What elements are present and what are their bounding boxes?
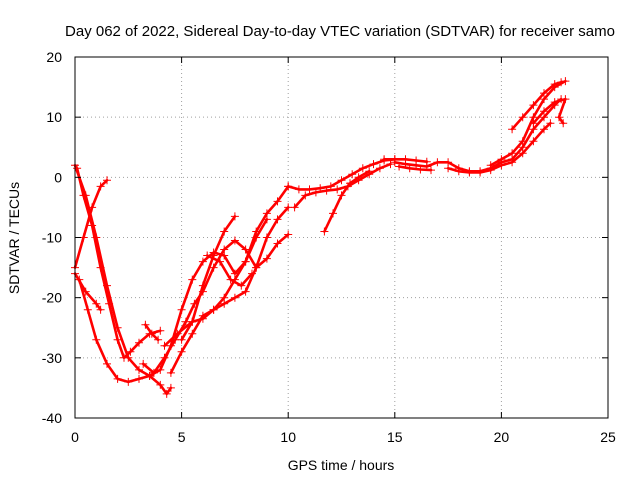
y-axis-label: SDTVAR / TECUs xyxy=(6,182,22,294)
point-markers xyxy=(75,275,175,398)
series-track-5 xyxy=(75,275,175,398)
x-tick-label: 5 xyxy=(178,429,186,445)
series-track-7 xyxy=(166,203,293,377)
point-markers xyxy=(395,162,435,175)
series-track-18 xyxy=(444,119,555,177)
x-tick-label: 15 xyxy=(387,429,403,445)
x-tick-label: 10 xyxy=(280,429,296,445)
series-line xyxy=(163,218,269,348)
ticks xyxy=(74,56,609,419)
series-layer xyxy=(71,77,570,398)
series-track-21 xyxy=(529,95,570,128)
series-track-3 xyxy=(73,164,165,362)
y-tick-label: -20 xyxy=(42,290,62,306)
series-line xyxy=(532,97,567,125)
point-markers xyxy=(203,251,256,290)
x-tick-label: 20 xyxy=(494,429,510,445)
series-track-20 xyxy=(508,78,566,134)
series-track-17 xyxy=(395,162,435,175)
x-axis-label: GPS time / hours xyxy=(288,457,395,473)
point-markers xyxy=(380,155,431,166)
series-line xyxy=(323,170,371,233)
y-tick-label: 20 xyxy=(46,49,62,65)
series-track-16 xyxy=(380,155,431,166)
point-markers xyxy=(444,119,555,177)
y-tick-label: -10 xyxy=(42,230,62,246)
series-track-9 xyxy=(160,215,271,350)
x-tick-label: 0 xyxy=(71,429,79,445)
y-tick-label: -40 xyxy=(42,410,62,426)
series-track-14 xyxy=(320,167,374,236)
y-tick-labels: -40 -30 -20 -10 0 10 20 xyxy=(42,49,62,426)
x-tick-labels: 0 5 10 15 20 25 xyxy=(71,429,616,445)
point-markers xyxy=(141,320,163,344)
point-markers xyxy=(160,215,271,350)
series-line xyxy=(397,165,433,172)
series-line xyxy=(169,206,290,375)
y-tick-label: 0 xyxy=(54,169,62,185)
point-markers xyxy=(320,167,374,236)
series-track-11 xyxy=(141,320,163,344)
point-markers xyxy=(529,95,570,128)
series-line xyxy=(489,79,567,167)
y-tick-label: -30 xyxy=(42,350,62,366)
series-track-10 xyxy=(203,251,256,290)
point-markers xyxy=(508,78,566,134)
chart-title: Day 062 of 2022, Sidereal Day-to-day VTE… xyxy=(65,23,615,40)
x-tick-label: 25 xyxy=(600,429,616,445)
series-line xyxy=(293,162,392,209)
y-tick-label: 10 xyxy=(46,109,62,125)
